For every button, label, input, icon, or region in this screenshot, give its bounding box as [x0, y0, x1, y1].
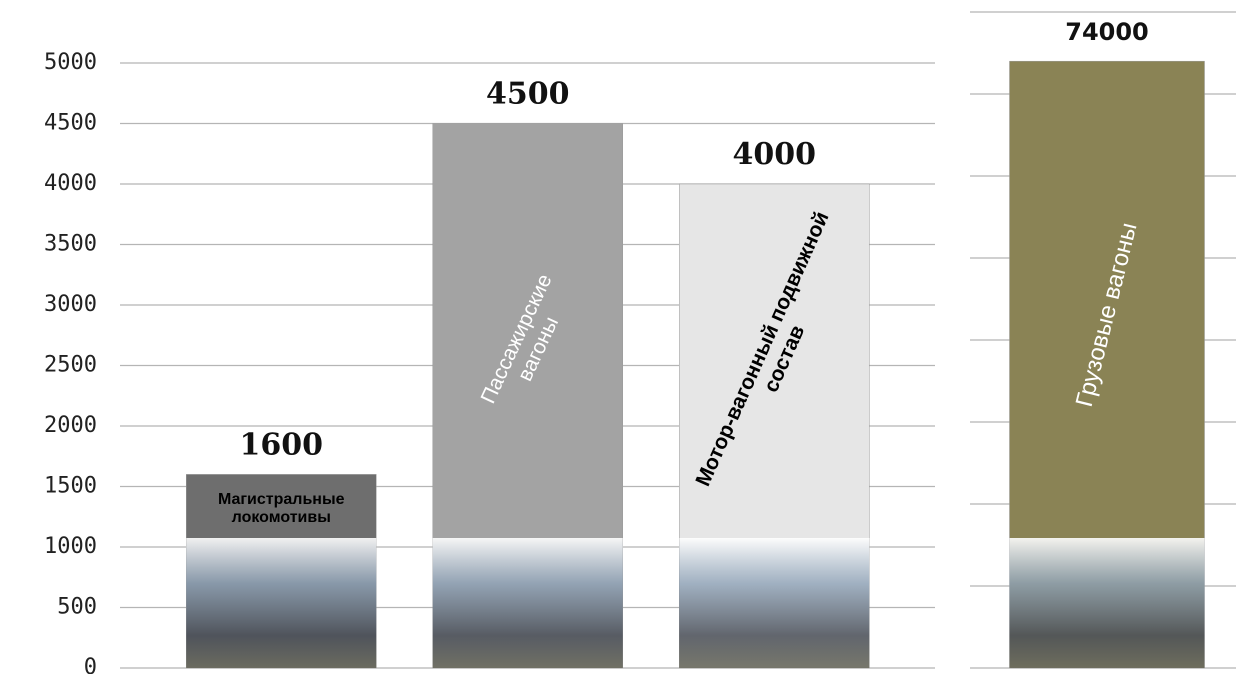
y-tick-label: 4000 — [44, 171, 97, 196]
bar-photo — [186, 538, 377, 668]
value-label: 4000 — [733, 137, 817, 172]
y-tick-label: 1500 — [44, 474, 97, 499]
y-tick-label: 3500 — [44, 232, 97, 257]
y-tick-label: 5000 — [44, 50, 97, 75]
bar-photo — [679, 538, 870, 668]
y-tick-label: 4500 — [44, 111, 97, 136]
y-tick-label: 0 — [84, 655, 97, 674]
y-tick-label: 1000 — [44, 534, 97, 559]
value-label: 74000 — [1065, 18, 1149, 46]
bar-photo — [432, 538, 623, 668]
y-tick-label: 2500 — [44, 353, 97, 378]
y-tick-label: 500 — [57, 595, 97, 620]
bar-photo — [1009, 538, 1205, 668]
y-tick-label: 3000 — [44, 292, 97, 317]
y-tick-label: 2000 — [44, 413, 97, 438]
category-label: Магистральные локомотивы — [217, 490, 345, 527]
value-label: 4500 — [486, 77, 570, 112]
value-label: 1600 — [240, 427, 324, 462]
